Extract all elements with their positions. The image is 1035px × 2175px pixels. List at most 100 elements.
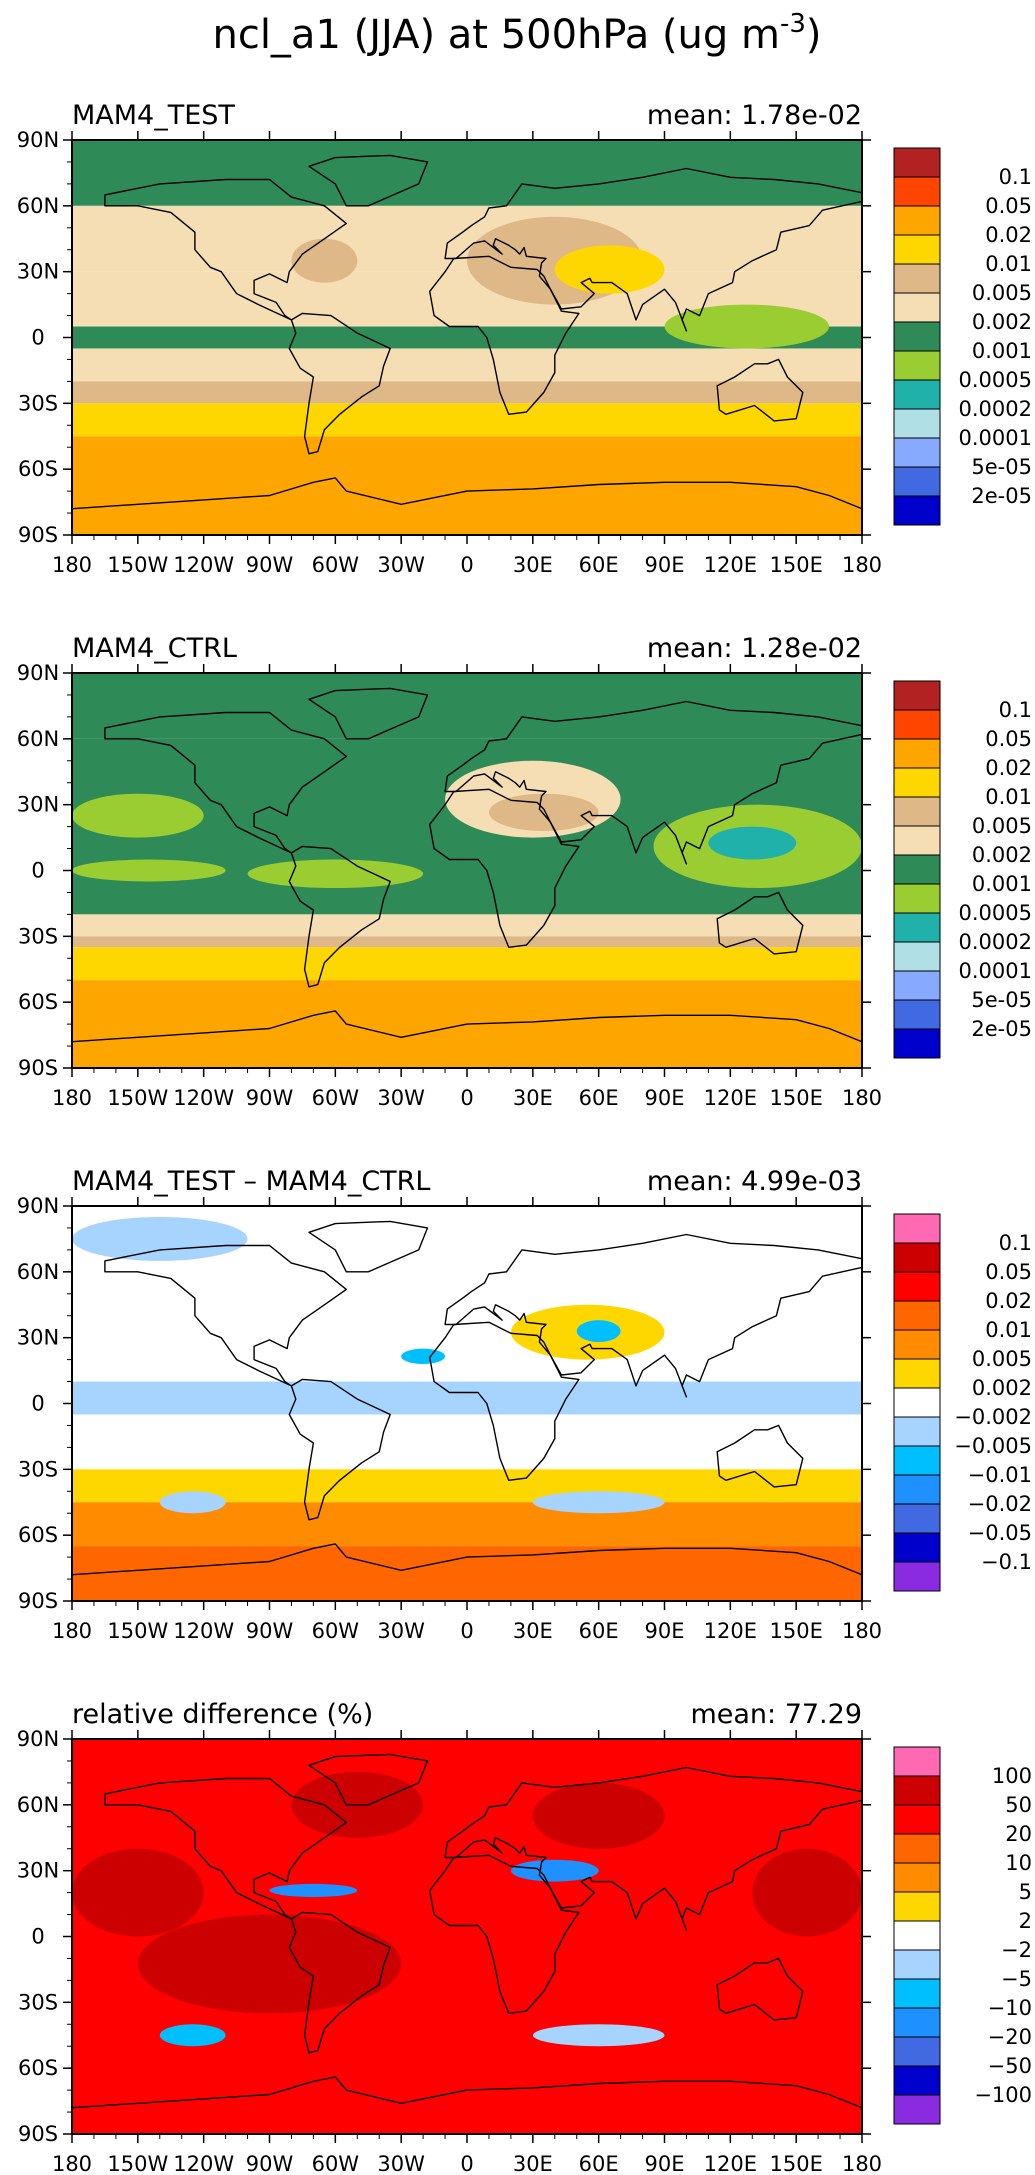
coastline-greenland <box>308 154 429 207</box>
coastline-greenland <box>308 1753 429 1806</box>
x-tick-label: 150W <box>107 1619 168 1643</box>
legend-swatch <box>893 1978 941 2009</box>
x-tick-label: 0 <box>460 1086 473 1110</box>
x-tick-label: 30E <box>513 2152 553 2175</box>
coastline-australia <box>716 891 804 955</box>
x-tick-label: 120E <box>704 1619 757 1643</box>
x-tick-label: 60W <box>312 553 360 577</box>
legend-swatch <box>893 1746 941 1777</box>
legend: 0.1 0.05 0.02 0.01 0.005 0.002 −0.002 −0.005 −0.… <box>893 1213 1032 1592</box>
panel-1: MAM4_TEST mean: 1.78e-02 180 150W 120W 90W 60W… <box>17 100 1032 577</box>
legend-swatch <box>893 912 941 943</box>
legend-swatch <box>893 999 941 1030</box>
legend-swatch <box>893 437 941 468</box>
coastline-africa <box>429 1854 580 2015</box>
legend-label: 0.001 <box>972 872 1032 896</box>
legend-label: 20 <box>1005 1822 1032 1846</box>
coastline-antarctica-coast <box>72 477 862 510</box>
x-tick-label: 30E <box>513 1086 553 1110</box>
x-tick-label: 120W <box>173 553 234 577</box>
y-tick-label: 90N <box>17 661 59 685</box>
legend-swatch <box>893 1862 941 1893</box>
y-tick-label: 30S <box>18 391 58 415</box>
legend-swatch <box>893 1891 941 1922</box>
y-tick-label: 90N <box>17 1727 59 1751</box>
y-tick-label: 60S <box>18 2056 58 2080</box>
contour-band <box>72 1414 862 1470</box>
x-tick-label: 90W <box>246 1086 294 1110</box>
x-tick-label: 150E <box>769 2152 822 2175</box>
legend-swatch <box>893 1833 941 1864</box>
contour-patch <box>72 859 226 882</box>
contour-band <box>72 1546 862 1601</box>
y-tick-label: 30S <box>18 1990 58 2014</box>
contour-patch <box>72 793 204 838</box>
x-tick-label: 0 <box>460 1619 473 1643</box>
legend-swatch <box>893 1300 941 1331</box>
coastline-eurasia <box>444 167 862 332</box>
y-tick-label: 30N <box>17 793 59 817</box>
legend: 100 50 20 10 5 2 −2 −5 −10 −20 −50 −100 <box>893 1746 1032 2125</box>
contour-patch <box>269 1883 358 1897</box>
x-tick-label: 30W <box>377 2152 425 2175</box>
coastline-north-america <box>104 178 347 321</box>
x-tick-label: 120W <box>173 1086 234 1110</box>
coastline-australia <box>716 358 804 422</box>
coastline-africa <box>429 788 580 948</box>
contour-band <box>72 436 862 535</box>
legend-label: 0.01 <box>985 1318 1032 1342</box>
legend-swatch <box>893 2007 941 2038</box>
x-tick-label: 120W <box>173 1619 234 1643</box>
contour-patch <box>401 1348 446 1364</box>
legend-swatch <box>893 883 941 914</box>
coastline-eurasia <box>444 700 862 865</box>
x-tick-label: 30E <box>513 1619 553 1643</box>
x-tick-label: 60E <box>579 1619 619 1643</box>
legend-swatch <box>893 379 941 410</box>
contour-patch <box>708 826 797 860</box>
contour-patch <box>291 238 358 283</box>
x-tick-label: 120E <box>704 2152 757 2175</box>
x-tick-label: 150E <box>769 1619 822 1643</box>
y-tick-label: 0 <box>31 859 44 883</box>
legend-swatch <box>893 970 941 1001</box>
contour-patch <box>664 304 830 349</box>
contour-patch <box>532 1782 665 1849</box>
x-tick-label: 60W <box>312 1619 360 1643</box>
contour-band <box>72 673 862 739</box>
contour-band <box>72 381 862 404</box>
coastline-north-america <box>104 1777 347 1920</box>
coastline-africa <box>429 1321 580 1482</box>
y-tick-label: 30S <box>18 924 58 948</box>
y-tick-label: 0 <box>31 1392 44 1416</box>
legend-label: 0.1 <box>999 165 1032 189</box>
x-tick-label: 180 <box>52 1086 92 1110</box>
contour-patch <box>159 1491 226 1514</box>
legend-swatch <box>893 205 941 236</box>
legend-swatch <box>893 1271 941 1302</box>
x-tick-label: 60E <box>579 2152 619 2175</box>
x-tick-label: 180 <box>842 2152 882 2175</box>
y-tick-label: 30N <box>17 1859 59 1883</box>
legend-swatch <box>893 1416 941 1447</box>
legend-swatch <box>893 854 941 885</box>
contour-patch <box>488 793 599 831</box>
legend-label: −0.05 <box>968 1521 1032 1545</box>
x-tick-label: 60E <box>579 553 619 577</box>
contour-field <box>72 673 862 1068</box>
contour-patch <box>72 1848 204 1937</box>
contour-field <box>72 1739 862 2134</box>
x-tick-label: 150E <box>769 1086 822 1110</box>
y-tick-label: 90N <box>17 1194 59 1218</box>
x-tick-label: 150W <box>107 1086 168 1110</box>
coastline-australia <box>716 1957 804 2021</box>
panel-mean: mean: 4.99e-03 <box>647 1166 862 1197</box>
legend-label: −50 <box>988 2054 1032 2078</box>
panel-title: MAM4_TEST <box>72 100 235 131</box>
legend-label: 10 <box>1005 1851 1032 1875</box>
y-tick-label: 60S <box>18 990 58 1014</box>
contour-patch <box>532 2024 665 2047</box>
legend-label: −0.002 <box>954 1405 1032 1429</box>
legend-label: 0.0005 <box>959 901 1032 925</box>
legend-label: 0.0002 <box>959 397 1032 421</box>
